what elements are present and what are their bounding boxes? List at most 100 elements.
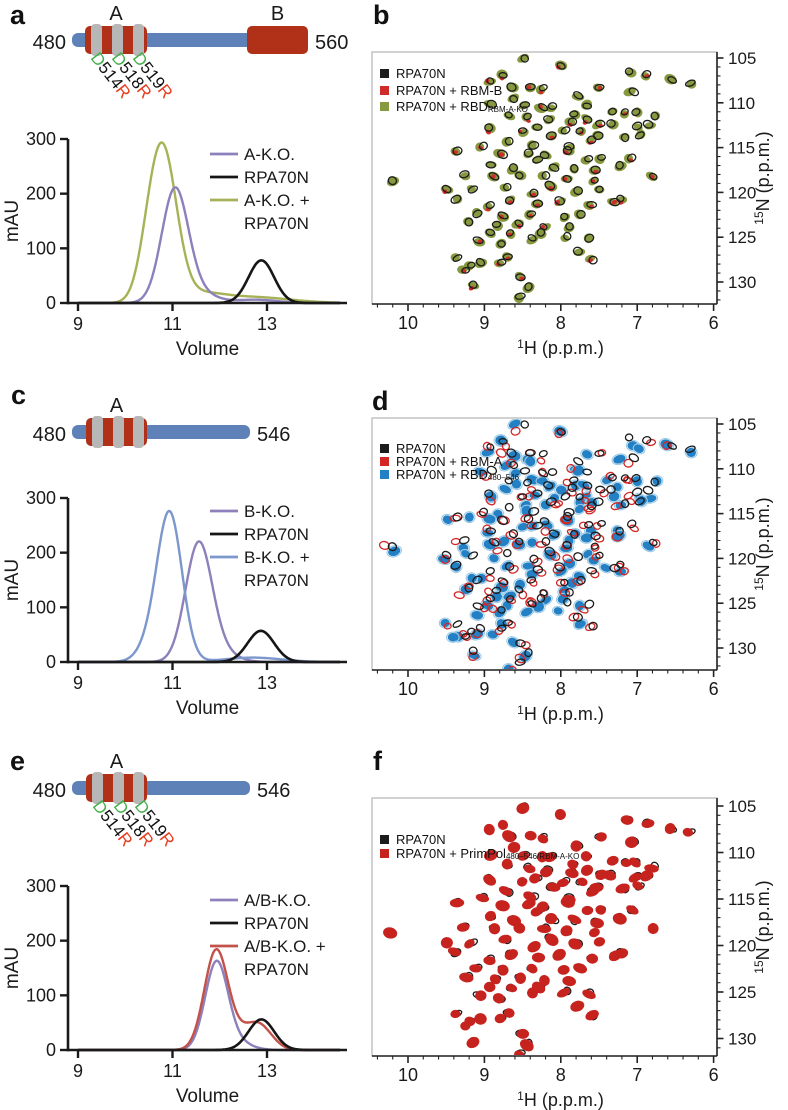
nmr-peak [541, 537, 551, 546]
nmr-peak [387, 542, 398, 552]
nmr-peak [505, 229, 515, 237]
nmr-peak [634, 131, 645, 140]
nmr-peak [570, 840, 582, 852]
nmr-peak [489, 554, 499, 563]
y-tick-label: 130 [728, 1030, 756, 1049]
nmr-peak [543, 481, 554, 490]
nmr-peak [461, 269, 467, 273]
legend-label: RPA70N [396, 441, 446, 456]
x-tick-label: 9 [479, 679, 489, 699]
panel-b: 10 9 8 7 6 105 110 115 120 125 130 1H (p.p.m.) 15N (… [370, 0, 788, 368]
nmr-peak [648, 172, 658, 181]
nmr-peak [573, 457, 584, 466]
nmr-peak [580, 864, 594, 876]
y-tick-label: 120 [728, 937, 756, 956]
nmr-peak [609, 197, 621, 207]
nmr-peak [498, 438, 508, 445]
legend-swatch-icon [380, 835, 389, 844]
nmr-peak-halo [481, 538, 498, 551]
y-tick-label: 100 [26, 597, 56, 617]
legend-label: A/B-K.O. + [244, 937, 326, 956]
nmr-peak [642, 435, 652, 445]
x-tick-label: 6 [709, 313, 719, 333]
nmr-peak [529, 554, 539, 564]
nmr-peak [560, 515, 572, 525]
legend-swatch-icon [380, 849, 389, 858]
legend-label: RPA70N [244, 168, 309, 187]
nmr-peak [588, 255, 598, 265]
nmr-peak [464, 512, 474, 522]
nmr-legend-entry: RPA70N + RBM-A [380, 454, 502, 469]
nmr-peak [562, 976, 576, 987]
nmr-peak [597, 519, 607, 527]
nmr-peak [548, 529, 560, 538]
nmr-peak [647, 923, 659, 934]
nmr-axes: 10 9 8 7 6 105 110 115 120 125 130 1H (p.p.m.) 15N (… [372, 49, 773, 358]
nmr-peak [594, 449, 605, 457]
nmr-peak [650, 477, 659, 487]
nmr-peak [484, 123, 494, 132]
nmr-peak [447, 947, 461, 957]
nmr-peak [441, 184, 452, 194]
domain-block-b [247, 26, 308, 54]
nmr-peak [472, 575, 483, 585]
nmr-peak [624, 67, 634, 76]
nmr-peak [440, 937, 453, 949]
nmr-peak [582, 468, 593, 476]
nmr-peak [452, 620, 463, 628]
nmr-legend-entry: RPA70N [380, 832, 446, 847]
nmr-peak [466, 1036, 480, 1049]
nmr-peak [565, 588, 574, 597]
legend-swatch-icon [380, 69, 389, 78]
chromatogram-axes: 0 100 200 300 9 11 13 Volume mAU [2, 129, 347, 360]
panel-d: 10 9 8 7 6 105 110 115 120 125 130 1H (p.p.m.) 15N (… [370, 368, 788, 740]
nmr-peak [524, 449, 536, 457]
nmr-peak [482, 524, 492, 533]
nmr-peak-halo [579, 532, 594, 544]
nmr-peak [509, 94, 519, 104]
nmr-peak [619, 567, 630, 576]
nmr-peak [532, 489, 543, 497]
nmr-peak [567, 914, 582, 925]
nmr-peak [515, 639, 526, 648]
x-tick-label: 8 [556, 313, 566, 333]
nmr-peak [586, 200, 598, 209]
domain-end-residue: 546 [257, 780, 290, 802]
nmr-peak [631, 107, 641, 117]
nmr-peak [590, 531, 601, 541]
nmr-peak [626, 905, 639, 915]
panel-label-c: c [11, 380, 27, 410]
nmr-peak [581, 450, 593, 459]
panel-label-a: a [10, 0, 26, 30]
nmr-peak [515, 273, 526, 282]
nmr-peak [556, 988, 571, 998]
nmr-peak [514, 171, 524, 180]
nmr-peak [626, 497, 636, 506]
legend-label: RPA70N [244, 214, 309, 233]
nmr-peak [498, 934, 512, 944]
nmr-peak [627, 519, 637, 529]
nmr-peak [524, 83, 536, 91]
x-tick-label: 11 [163, 1061, 182, 1081]
nmr-peak [562, 511, 573, 521]
legend-label: RPA70N [396, 832, 446, 847]
nmr-peak [532, 557, 543, 567]
nmr-peak [508, 529, 519, 539]
nmr-peak [597, 85, 603, 90]
nmr-peak [484, 910, 496, 922]
nmr-peak [584, 155, 594, 163]
nmr-peak [572, 465, 584, 476]
nmr-peak [569, 476, 579, 484]
y-tick-label: 120 [728, 183, 756, 202]
nmr-peak-halo [519, 606, 535, 618]
nmr-peak [641, 819, 655, 828]
nmr-peak [573, 91, 584, 100]
domain-block-a-label: A [110, 395, 124, 417]
domain-block-a-stripe [113, 772, 124, 804]
svg-text:D518R: D518R [108, 49, 156, 102]
x-tick-label: 13 [257, 673, 277, 693]
chromatogram-legend: B-K.O. RPA70N B-K.O. + RPA70N [210, 502, 310, 590]
legend-label: RPA70N [244, 960, 309, 979]
legend-swatch-icon [380, 444, 389, 453]
